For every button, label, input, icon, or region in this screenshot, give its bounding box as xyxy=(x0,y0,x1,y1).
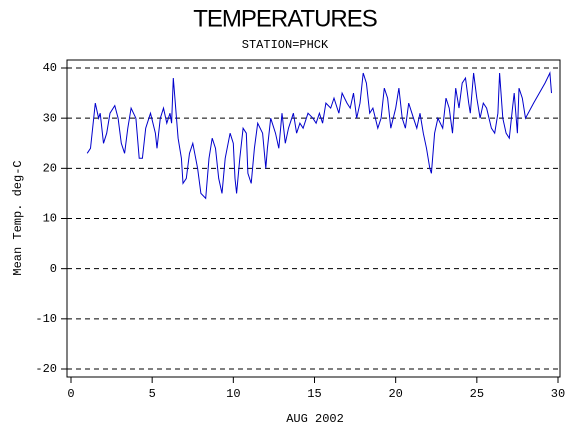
y-tick-label: 30 xyxy=(43,111,57,125)
y-tick-label: 20 xyxy=(43,162,57,176)
x-tick-label: 0 xyxy=(67,387,74,401)
x-tick-label: 20 xyxy=(388,387,402,401)
x-tick-label: 25 xyxy=(470,387,484,401)
chart-subtitle: STATION=PHCK xyxy=(242,38,329,52)
x-tick-label: 30 xyxy=(551,387,565,401)
y-tick-label: 10 xyxy=(43,212,57,226)
x-tick-label: 10 xyxy=(226,387,240,401)
y-tick-label: 0 xyxy=(50,262,57,276)
y-axis-label: Mean Temp. deg-C xyxy=(11,160,25,275)
y-tick-label: -20 xyxy=(35,362,57,376)
x-tick-label: 15 xyxy=(307,387,321,401)
y-tick-label: 40 xyxy=(43,61,57,75)
x-axis-label: AUG 2002 xyxy=(286,412,344,426)
x-tick-label: 5 xyxy=(149,387,156,401)
data-line xyxy=(86,71,552,200)
y-tick-label: -10 xyxy=(35,312,57,326)
chart-title: TEMPERATURES xyxy=(193,5,377,32)
